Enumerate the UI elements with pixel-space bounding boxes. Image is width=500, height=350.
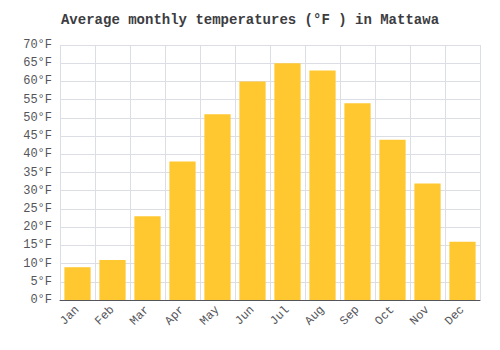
svg-text:0°F: 0°F <box>30 293 52 307</box>
svg-text:25°F: 25°F <box>23 202 52 216</box>
svg-text:20°F: 20°F <box>23 220 52 234</box>
svg-text:Oct: Oct <box>372 303 397 328</box>
svg-text:Feb: Feb <box>92 303 117 328</box>
svg-text:May: May <box>197 303 222 328</box>
svg-text:15°F: 15°F <box>23 238 52 252</box>
svg-text:Nov: Nov <box>407 303 432 328</box>
svg-text:10°F: 10°F <box>23 257 52 271</box>
svg-text:Jun: Jun <box>232 303 257 328</box>
svg-text:Sep: Sep <box>337 303 362 328</box>
svg-text:Apr: Apr <box>162 303 187 328</box>
svg-text:30°F: 30°F <box>23 184 52 198</box>
svg-text:Jul: Jul <box>267 303 292 328</box>
svg-text:35°F: 35°F <box>23 166 52 180</box>
svg-text:70°F: 70°F <box>23 38 52 52</box>
svg-text:5°F: 5°F <box>30 275 52 289</box>
svg-text:45°F: 45°F <box>23 129 52 143</box>
svg-text:55°F: 55°F <box>23 93 52 107</box>
svg-text:40°F: 40°F <box>23 147 52 161</box>
svg-text:60°F: 60°F <box>23 74 52 88</box>
svg-text:Average monthly temperatures (: Average monthly temperatures (°F ) in Ma… <box>61 12 440 28</box>
svg-text:Aug: Aug <box>302 303 327 328</box>
svg-text:Mar: Mar <box>127 303 152 328</box>
svg-text:Jan: Jan <box>57 303 82 328</box>
svg-text:50°F: 50°F <box>23 111 52 125</box>
svg-text:65°F: 65°F <box>23 56 52 70</box>
svg-text:Dec: Dec <box>442 303 467 328</box>
